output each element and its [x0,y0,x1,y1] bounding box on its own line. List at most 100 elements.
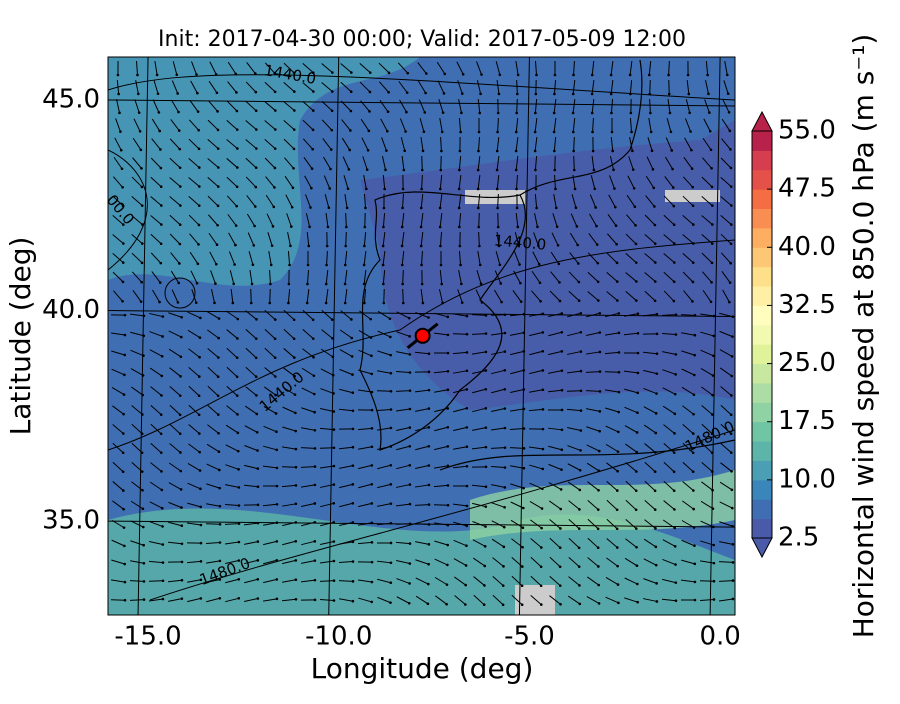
wind-arrow-head [674,373,677,376]
wind-arrow-head [310,187,313,190]
wind-arrow-head [578,508,581,511]
wind-arrow-head [466,351,469,354]
wind-arrow-head [295,484,298,487]
wind-arrow-head [484,545,487,548]
wind-arrow-head [598,602,601,605]
wind-arrow-head [198,166,201,169]
wind-arrow-head [180,506,183,509]
wind-arrow-head [460,283,463,286]
colorbar-band [752,286,772,306]
wind-arrow-head [325,283,328,286]
wind-arrow-head [518,263,521,266]
wind-arrow-head [687,74,690,77]
wind-arrow-head [610,93,613,96]
wind-arrow-head [515,150,518,153]
wind-arrow-head [656,372,659,375]
wind-arrow-head [692,242,695,245]
wind-arrow-head [352,409,355,412]
wind-arrow-head [408,464,411,467]
wind-arrow-head [561,389,564,392]
wind-arrow-head [654,280,657,283]
wind-arrow-head [561,429,564,432]
wind-arrow-head [350,71,353,74]
wind-arrow-head [218,317,221,320]
wind-arrow-head [156,74,159,77]
wind-arrow-head [617,431,620,434]
wind-arrow-head [138,111,141,114]
wind-arrow-head [730,204,733,207]
wind-arrow-head [141,186,144,189]
wind-arrow-head [218,597,221,600]
wind-arrow-head [667,74,670,77]
wind-arrow-head [439,245,442,248]
wind-arrow-head [616,299,619,302]
wind-arrow-head [364,226,367,229]
wind-arrow-head [390,502,393,505]
wind-arrow-head [561,409,564,412]
wind-arrow-head [255,91,258,94]
wind-arrow-head [256,431,259,434]
wind-arrow-head [498,93,501,96]
wind-arrow-head [730,375,733,378]
wind-arrow-head [427,316,430,319]
wind-arrow-head [499,263,502,266]
wind-arrow-head [314,502,317,505]
wind-arrow-head [441,302,444,305]
wind-arrow-head [420,264,423,267]
wind-arrow-head [344,245,347,248]
wind-arrow-head [636,583,639,586]
wind-arrow [650,80,651,94]
wind-arrow-head [180,524,183,527]
wind-arrow-head [370,373,373,376]
wind-arrow-head [329,168,332,171]
wind-arrow-head [333,599,336,602]
wind-arrow-head [540,565,543,568]
wind-arrow-head [480,282,483,285]
wind-arrow-head [618,391,621,394]
wind-arrow-head [350,110,353,113]
wind-arrow-head [515,131,518,134]
wind-arrow-head [577,262,580,265]
colorbar-tick-label: 55.0 [778,116,836,146]
wind-arrow-head [464,603,467,606]
wind-arrow-head [178,262,181,265]
wind-arrow-head [730,394,733,397]
wind-arrow-head [352,428,355,431]
wind-arrow-head [236,375,239,378]
wind-arrow-head [137,93,140,96]
wind-arrow-head [119,130,122,133]
wind-arrow-head [158,301,161,304]
wind-arrow-head [215,73,218,76]
wind-arrow-head [542,388,545,391]
wind-arrow-head [294,430,297,433]
wind-arrow-head [198,432,201,435]
wind-arrow-head [445,603,448,606]
wind-arrow-head [382,283,385,286]
wind-arrow [403,270,404,284]
wind-arrow-head [160,451,163,454]
wind-arrow-head [504,350,507,353]
wind-arrow-head [573,169,576,172]
wind-arrow [206,524,220,525]
wind-arrow-head [217,375,220,378]
wind-arrow-head [198,394,201,397]
wind-arrow-head [254,72,257,75]
wind-arrow-head [256,559,259,562]
wind-arrow-head [389,354,392,357]
wind-arrow-head [635,243,638,246]
wind-arrow-head [158,111,161,114]
wind-arrow-head [255,186,258,189]
wind-arrow-head [536,226,539,229]
wind-arrow-head [382,264,385,267]
wind-arrow-head [481,301,484,304]
wind-arrow-head [179,470,182,473]
wind-arrow [517,80,518,94]
wind-arrow-head [216,243,219,246]
wind-arrow-head [161,525,164,528]
wind-arrow-head [409,483,412,486]
wind-arrow-head [576,225,579,228]
wind-arrow-head [217,356,220,359]
wind-arrow-head [729,148,732,151]
wind-arrow-head [199,317,202,320]
wind-arrow [681,315,695,316]
